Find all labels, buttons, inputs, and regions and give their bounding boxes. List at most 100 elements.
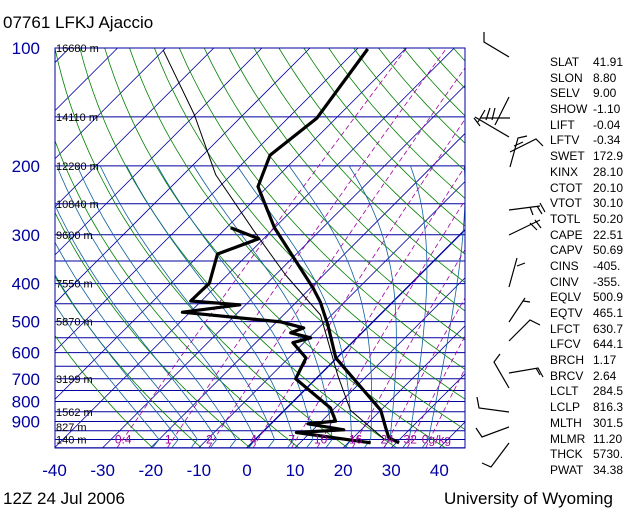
temperature-tick-label: 10: [286, 461, 305, 480]
isotherm: [55, 48, 359, 352]
index-name: CAPE: [550, 227, 583, 242]
dry-adiabat: [278, 48, 465, 255]
moist-adiabat: [76, 165, 256, 448]
height-label: 5870 m: [56, 317, 93, 329]
observation-time: 12Z 24 Jul 2006: [3, 489, 125, 508]
temperature-line: [256, 48, 400, 445]
isotherm: [342, 325, 465, 448]
index-row-slon: SLON 8.80: [550, 71, 623, 87]
wind-barbs: [473, 32, 546, 468]
mixing-ratio-line: [407, 335, 465, 448]
index-row-lclp: LCLP 816.3: [550, 400, 623, 416]
dry-adiabat: [228, 48, 465, 312]
mixing-ratio-label: 1: [165, 432, 172, 446]
index-name: SLAT: [550, 55, 580, 69]
height-label: 140 m: [56, 434, 87, 446]
index-name: SLON: [550, 70, 583, 85]
index-value: 816.3: [593, 400, 624, 415]
index-value: 50.69: [593, 243, 624, 258]
moist-adiabat: [156, 165, 314, 448]
moist-adiabat: [99, 165, 275, 448]
height-label: 10840 m: [56, 199, 99, 211]
isotherm: [246, 228, 465, 448]
moist-adiabat: [55, 241, 199, 448]
moist-adiabat: [421, 165, 465, 448]
index-value: -0.04: [593, 117, 621, 132]
dry-adiabat: [154, 48, 465, 400]
temperature-tick-label: 20: [334, 461, 353, 480]
height-label: 16680 m: [56, 43, 99, 55]
wind-barb: [508, 367, 544, 378]
index-name: CINS: [550, 258, 579, 273]
pressure-tick-label: 300: [12, 226, 40, 245]
index-row-mlmr: MLMR 11.20: [550, 432, 623, 448]
moist-adiabat: [55, 303, 160, 448]
index-value: 465.1: [593, 306, 624, 320]
index-row-cins: CINS -405.: [550, 259, 623, 275]
index-row-capv: CAPV 50.69: [550, 243, 623, 259]
moist-adiabat: [348, 165, 397, 448]
height-label: 14110 m: [56, 112, 98, 124]
moist-adiabat: [402, 165, 428, 448]
wind-barb: [508, 297, 531, 323]
index-row-ctot: CTOT 20.10: [550, 181, 623, 197]
mixing-ratio-label: 16: [349, 432, 363, 446]
mixing-ratio-line: [316, 199, 465, 448]
index-row-lclt: LCLT 284.5: [550, 384, 623, 400]
index-row-totl: TOTL 50.20: [550, 212, 623, 228]
mixing-ratio-label: 24: [380, 432, 394, 446]
background-lines: [55, 48, 465, 448]
wind-barb: [508, 219, 542, 236]
index-value: 20.10: [593, 180, 624, 195]
source-label: University of Wyoming: [444, 489, 613, 508]
wind-barb: [481, 442, 510, 468]
index-row-mlth: MLTH 301.5: [550, 416, 623, 432]
index-value: 22.51: [593, 227, 624, 242]
temperature-tick-label: 30: [382, 461, 401, 480]
index-row-lftv: LFTV -0.34: [550, 133, 623, 149]
sounding-indices: SLAT 41.91 SLON 8.80 SELV 9.00 SHOW -1.10 LIFT -0…: [550, 55, 623, 479]
isotherm: [198, 181, 465, 448]
index-value: 5730.: [593, 447, 624, 462]
index-value: -0.34: [593, 133, 621, 148]
index-name: SELV: [550, 86, 580, 101]
index-value: 644.1: [593, 337, 624, 352]
index-name: MLTH: [550, 415, 582, 430]
index-name: LFTV: [550, 133, 580, 148]
mixing-ratio-label: 10: [314, 432, 328, 446]
height-label: 12280 m: [56, 161, 99, 173]
index-name: CTOT: [550, 180, 583, 195]
pressure-tick-label: 500: [12, 313, 40, 332]
isotherm: [55, 48, 455, 448]
isotherm: [55, 48, 407, 400]
index-name: EQLV: [550, 290, 582, 305]
moist-adiabat: [193, 165, 333, 448]
isotherm: [390, 373, 465, 448]
moist-adiabat: [55, 204, 218, 448]
mixing-ratio-line: [291, 165, 465, 448]
index-value: -355.: [593, 274, 621, 289]
index-value: 28.10: [593, 164, 624, 179]
index-name: SHOW: [550, 102, 588, 117]
index-row-kinx: KINX 28.10: [550, 165, 623, 181]
dewpoint-line: [180, 226, 371, 445]
pressure-tick-label: 700: [12, 370, 40, 389]
index-row-thck: THCK 5730.: [550, 447, 623, 463]
index-value: 1.17: [593, 353, 617, 368]
index-row-eqlv: EQLV 500.9: [550, 290, 623, 306]
index-value: 9.00: [593, 86, 617, 101]
isotherm: [55, 48, 263, 256]
index-name: LCLT: [550, 384, 579, 399]
wind-barb: [473, 96, 510, 138]
index-row-vtot: VTOT 30.10: [550, 196, 623, 212]
mixing-ratio-label: 2: [206, 432, 213, 446]
index-name: LCLP: [550, 400, 581, 415]
index-name: SWET: [550, 149, 585, 164]
mixing-ratio-line: [383, 297, 465, 448]
mixing-ratio-line: [116, 48, 408, 448]
index-row-show: SHOW -1.10: [550, 102, 623, 118]
index-value: 11.20: [593, 431, 623, 446]
mixing-ratio-label: 4: [250, 432, 257, 446]
isotherm: [55, 48, 166, 160]
